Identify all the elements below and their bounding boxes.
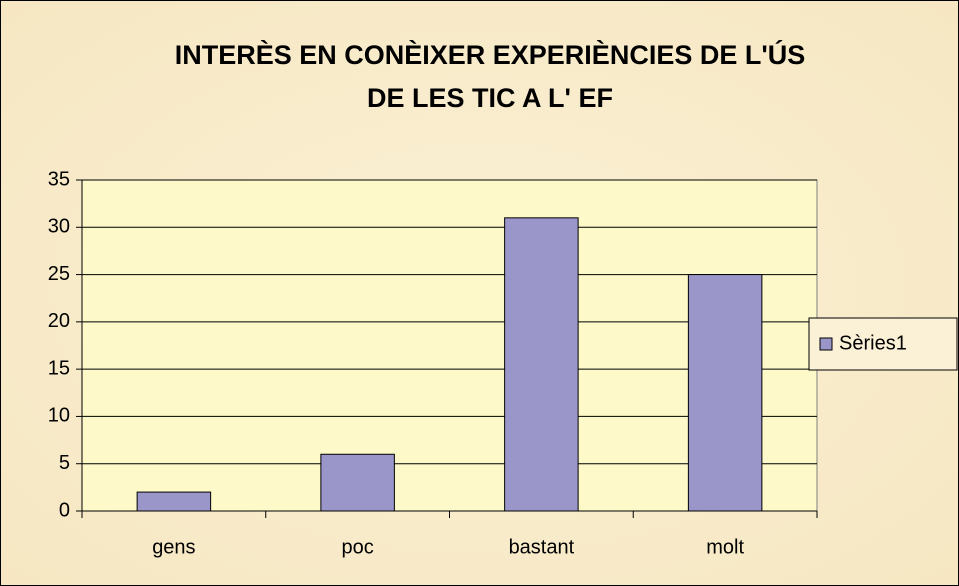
y-tick-label: 10 [48, 405, 70, 427]
y-tick-label: 15 [48, 357, 70, 379]
y-tick-label: 20 [48, 310, 70, 332]
y-tick-label: 30 [48, 216, 70, 238]
bar [320, 453, 395, 512]
y-tick-label: 25 [48, 263, 70, 285]
bar [136, 491, 212, 512]
bar [687, 274, 763, 512]
legend-label: Sèries1 [839, 332, 907, 354]
legend-box [808, 317, 958, 371]
y-tick-label: 5 [59, 452, 70, 474]
x-tick-label: molt [706, 536, 744, 558]
y-tick-label: 0 [59, 499, 70, 521]
y-tick-label: 35 [48, 168, 70, 190]
x-tick-label: poc [342, 536, 374, 558]
chart-title: INTERÈS EN CONÈIXER EXPERIÈNCIES DE L'ÚS [175, 39, 806, 70]
x-tick-label: bastant [509, 536, 575, 558]
legend-swatch [819, 337, 833, 351]
chart-title: DE LES TIC A L' EF [367, 83, 613, 113]
bar [504, 217, 579, 512]
x-tick-label: gens [152, 536, 195, 558]
